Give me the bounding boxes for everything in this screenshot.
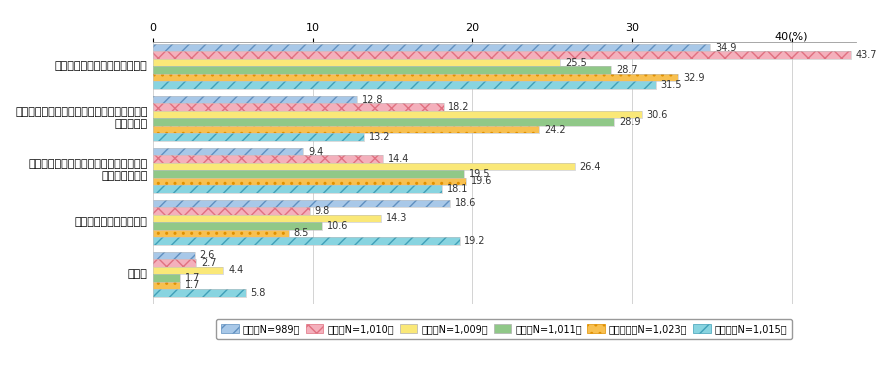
Bar [153, 163, 574, 170]
Bar [153, 74, 678, 81]
Text: 10.6: 10.6 [327, 221, 349, 231]
Text: 34.9: 34.9 [715, 42, 737, 52]
Bar [153, 237, 459, 245]
Bar [153, 200, 450, 207]
Text: 18.1: 18.1 [447, 184, 468, 194]
Bar [153, 289, 245, 297]
Bar [153, 215, 382, 222]
Text: 28.9: 28.9 [619, 117, 640, 127]
Bar [153, 96, 358, 103]
Bar [153, 170, 465, 178]
Bar [153, 155, 383, 163]
Text: 9.4: 9.4 [308, 147, 323, 156]
Text: 8.5: 8.5 [293, 229, 309, 239]
Bar [153, 155, 383, 163]
Bar [153, 170, 465, 178]
Text: 4.4: 4.4 [228, 266, 244, 276]
Bar [153, 185, 442, 193]
Text: 18.6: 18.6 [455, 198, 476, 208]
Bar [153, 111, 641, 118]
Bar [153, 200, 450, 207]
Bar [153, 222, 322, 230]
Bar [153, 59, 560, 66]
Bar [153, 163, 574, 170]
Text: 26.4: 26.4 [579, 161, 601, 171]
Bar [153, 118, 615, 126]
Text: 14.4: 14.4 [388, 154, 409, 164]
Text: 19.2: 19.2 [465, 236, 486, 246]
Bar [153, 267, 223, 274]
Bar [153, 74, 678, 81]
Text: 28.7: 28.7 [616, 65, 638, 75]
Bar [153, 259, 196, 267]
Text: 43.7: 43.7 [855, 50, 877, 60]
Bar [153, 267, 223, 274]
Bar [153, 252, 194, 259]
Bar [153, 215, 382, 222]
Bar [153, 148, 303, 155]
Bar [153, 289, 245, 297]
Text: 1.7: 1.7 [185, 273, 201, 283]
Bar [153, 103, 443, 111]
Text: 2.7: 2.7 [201, 258, 217, 268]
Bar [153, 51, 851, 59]
Bar [153, 66, 611, 74]
Bar [153, 59, 560, 66]
Text: 19.6: 19.6 [471, 176, 492, 186]
Bar [153, 96, 358, 103]
Text: 1.7: 1.7 [185, 280, 201, 290]
Bar [153, 207, 310, 215]
Bar [153, 252, 194, 259]
Text: 12.8: 12.8 [362, 95, 384, 105]
Text: 5.8: 5.8 [251, 288, 266, 298]
Bar [153, 148, 303, 155]
Legend: 日本（N=989）, 韓国（N=1,010）, 中国（N=1,009）, 米国（N=1,011）, イギリス（N=1,023）, ドイツ（N=1,015）: 日本（N=989）, 韓国（N=1,010）, 中国（N=1,009）, 米国（… [217, 319, 792, 339]
Bar [153, 237, 459, 245]
Bar [153, 81, 656, 89]
Text: 2.6: 2.6 [199, 251, 215, 261]
Bar [153, 44, 710, 51]
Text: 18.2: 18.2 [449, 102, 470, 112]
Text: 19.5: 19.5 [469, 169, 491, 179]
Bar [153, 118, 615, 126]
Bar [153, 274, 180, 282]
Bar [153, 230, 289, 237]
Bar [153, 66, 611, 74]
Text: 30.6: 30.6 [647, 110, 668, 120]
Bar [153, 133, 364, 141]
Bar [153, 178, 466, 185]
Bar [153, 133, 364, 141]
Bar [153, 126, 540, 133]
Bar [153, 178, 466, 185]
Bar [153, 126, 540, 133]
Text: 40(%): 40(%) [775, 32, 808, 42]
Bar [153, 185, 442, 193]
Text: 14.3: 14.3 [386, 213, 408, 223]
Bar [153, 282, 180, 289]
Bar [153, 274, 180, 282]
Bar [153, 51, 851, 59]
Bar [153, 259, 196, 267]
Bar [153, 230, 289, 237]
Text: 25.5: 25.5 [565, 58, 587, 68]
Bar [153, 111, 641, 118]
Bar [153, 282, 180, 289]
Text: 32.9: 32.9 [683, 73, 705, 83]
Bar [153, 81, 656, 89]
Bar [153, 103, 443, 111]
Bar [153, 44, 710, 51]
Text: 9.8: 9.8 [314, 206, 329, 216]
Text: 24.2: 24.2 [544, 125, 566, 135]
Bar [153, 222, 322, 230]
Text: 31.5: 31.5 [661, 80, 682, 90]
Text: 13.2: 13.2 [368, 132, 390, 142]
Bar [153, 207, 310, 215]
